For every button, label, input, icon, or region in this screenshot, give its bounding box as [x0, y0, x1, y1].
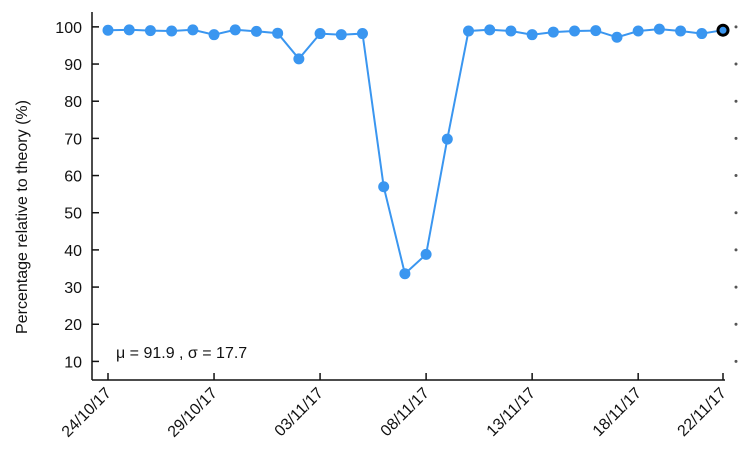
- data-point: [526, 29, 538, 41]
- right-tick-mark: [734, 25, 738, 29]
- right-tick-mark: [734, 62, 738, 66]
- data-point: [293, 53, 305, 65]
- y-axis-label: Percentage relative to theory (%): [14, 100, 31, 334]
- x-axis-ticks: 24/10/17 29/10/17 03/11/17 08/11/17 13/11/17…: [59, 373, 730, 441]
- data-points: [102, 23, 730, 280]
- right-tick-mark: [734, 99, 738, 103]
- data-point: [378, 181, 390, 193]
- right-tick-mark: [734, 285, 738, 289]
- data-point: [463, 25, 475, 37]
- x-tick-label: 29/10/17: [165, 385, 221, 441]
- data-point: [314, 28, 326, 40]
- stats-annotation: μ = 91.9 , σ = 17.7: [116, 345, 247, 362]
- x-tick-label: 13/11/17: [484, 385, 539, 440]
- data-point: [399, 268, 411, 280]
- data-point: [123, 24, 135, 36]
- series-line: [107, 28, 724, 276]
- x-tick-label: 08/11/17: [378, 385, 433, 440]
- right-tick-mark: [734, 322, 738, 326]
- data-point: [547, 26, 559, 38]
- x-tick-label: 18/11/17: [590, 385, 645, 440]
- data-point: [144, 25, 156, 37]
- y-tick-label: 60: [64, 169, 82, 186]
- y-tick-label: 90: [64, 57, 82, 74]
- y-tick-label: 70: [64, 131, 82, 148]
- y-tick-label: 20: [64, 317, 82, 334]
- data-point: [229, 24, 241, 36]
- data-point: [590, 25, 602, 37]
- right-tick-mark: [734, 359, 738, 363]
- data-point: [632, 25, 644, 37]
- data-point: [484, 24, 496, 36]
- y-tick-label: 80: [64, 94, 82, 111]
- x-tick-label: 22/11/17: [675, 385, 730, 440]
- data-point: [356, 28, 368, 40]
- highlighted-data-point: [716, 23, 730, 37]
- data-point: [166, 25, 178, 37]
- data-point: [335, 29, 347, 41]
- y-tick-label: 40: [64, 243, 82, 260]
- x-tick-label: 03/11/17: [272, 385, 327, 440]
- data-point: [272, 27, 284, 39]
- data-point: [420, 248, 432, 260]
- data-point: [611, 31, 623, 43]
- data-point: [569, 25, 581, 37]
- right-tick-mark: [734, 174, 738, 178]
- y-axis-ticks: 10 20 30 40 50 60 70 80 90 100: [55, 20, 99, 371]
- y-tick-label: 50: [64, 206, 82, 223]
- x-tick-label: 24/10/17: [59, 385, 115, 441]
- right-axis-ticks: [734, 25, 738, 363]
- right-tick-mark: [734, 136, 738, 140]
- data-point: [653, 23, 665, 35]
- data-point: [696, 28, 708, 40]
- y-tick-label: 100: [55, 20, 82, 37]
- data-point: [208, 29, 220, 41]
- data-point: [505, 25, 517, 37]
- right-tick-mark: [734, 248, 738, 252]
- data-point: [250, 25, 262, 37]
- data-point: [187, 24, 199, 36]
- y-tick-label: 30: [64, 280, 82, 297]
- data-point: [102, 24, 114, 36]
- data-point: [441, 133, 453, 145]
- right-tick-mark: [734, 211, 738, 215]
- data-point: [675, 25, 687, 37]
- y-tick-label: 10: [64, 354, 82, 371]
